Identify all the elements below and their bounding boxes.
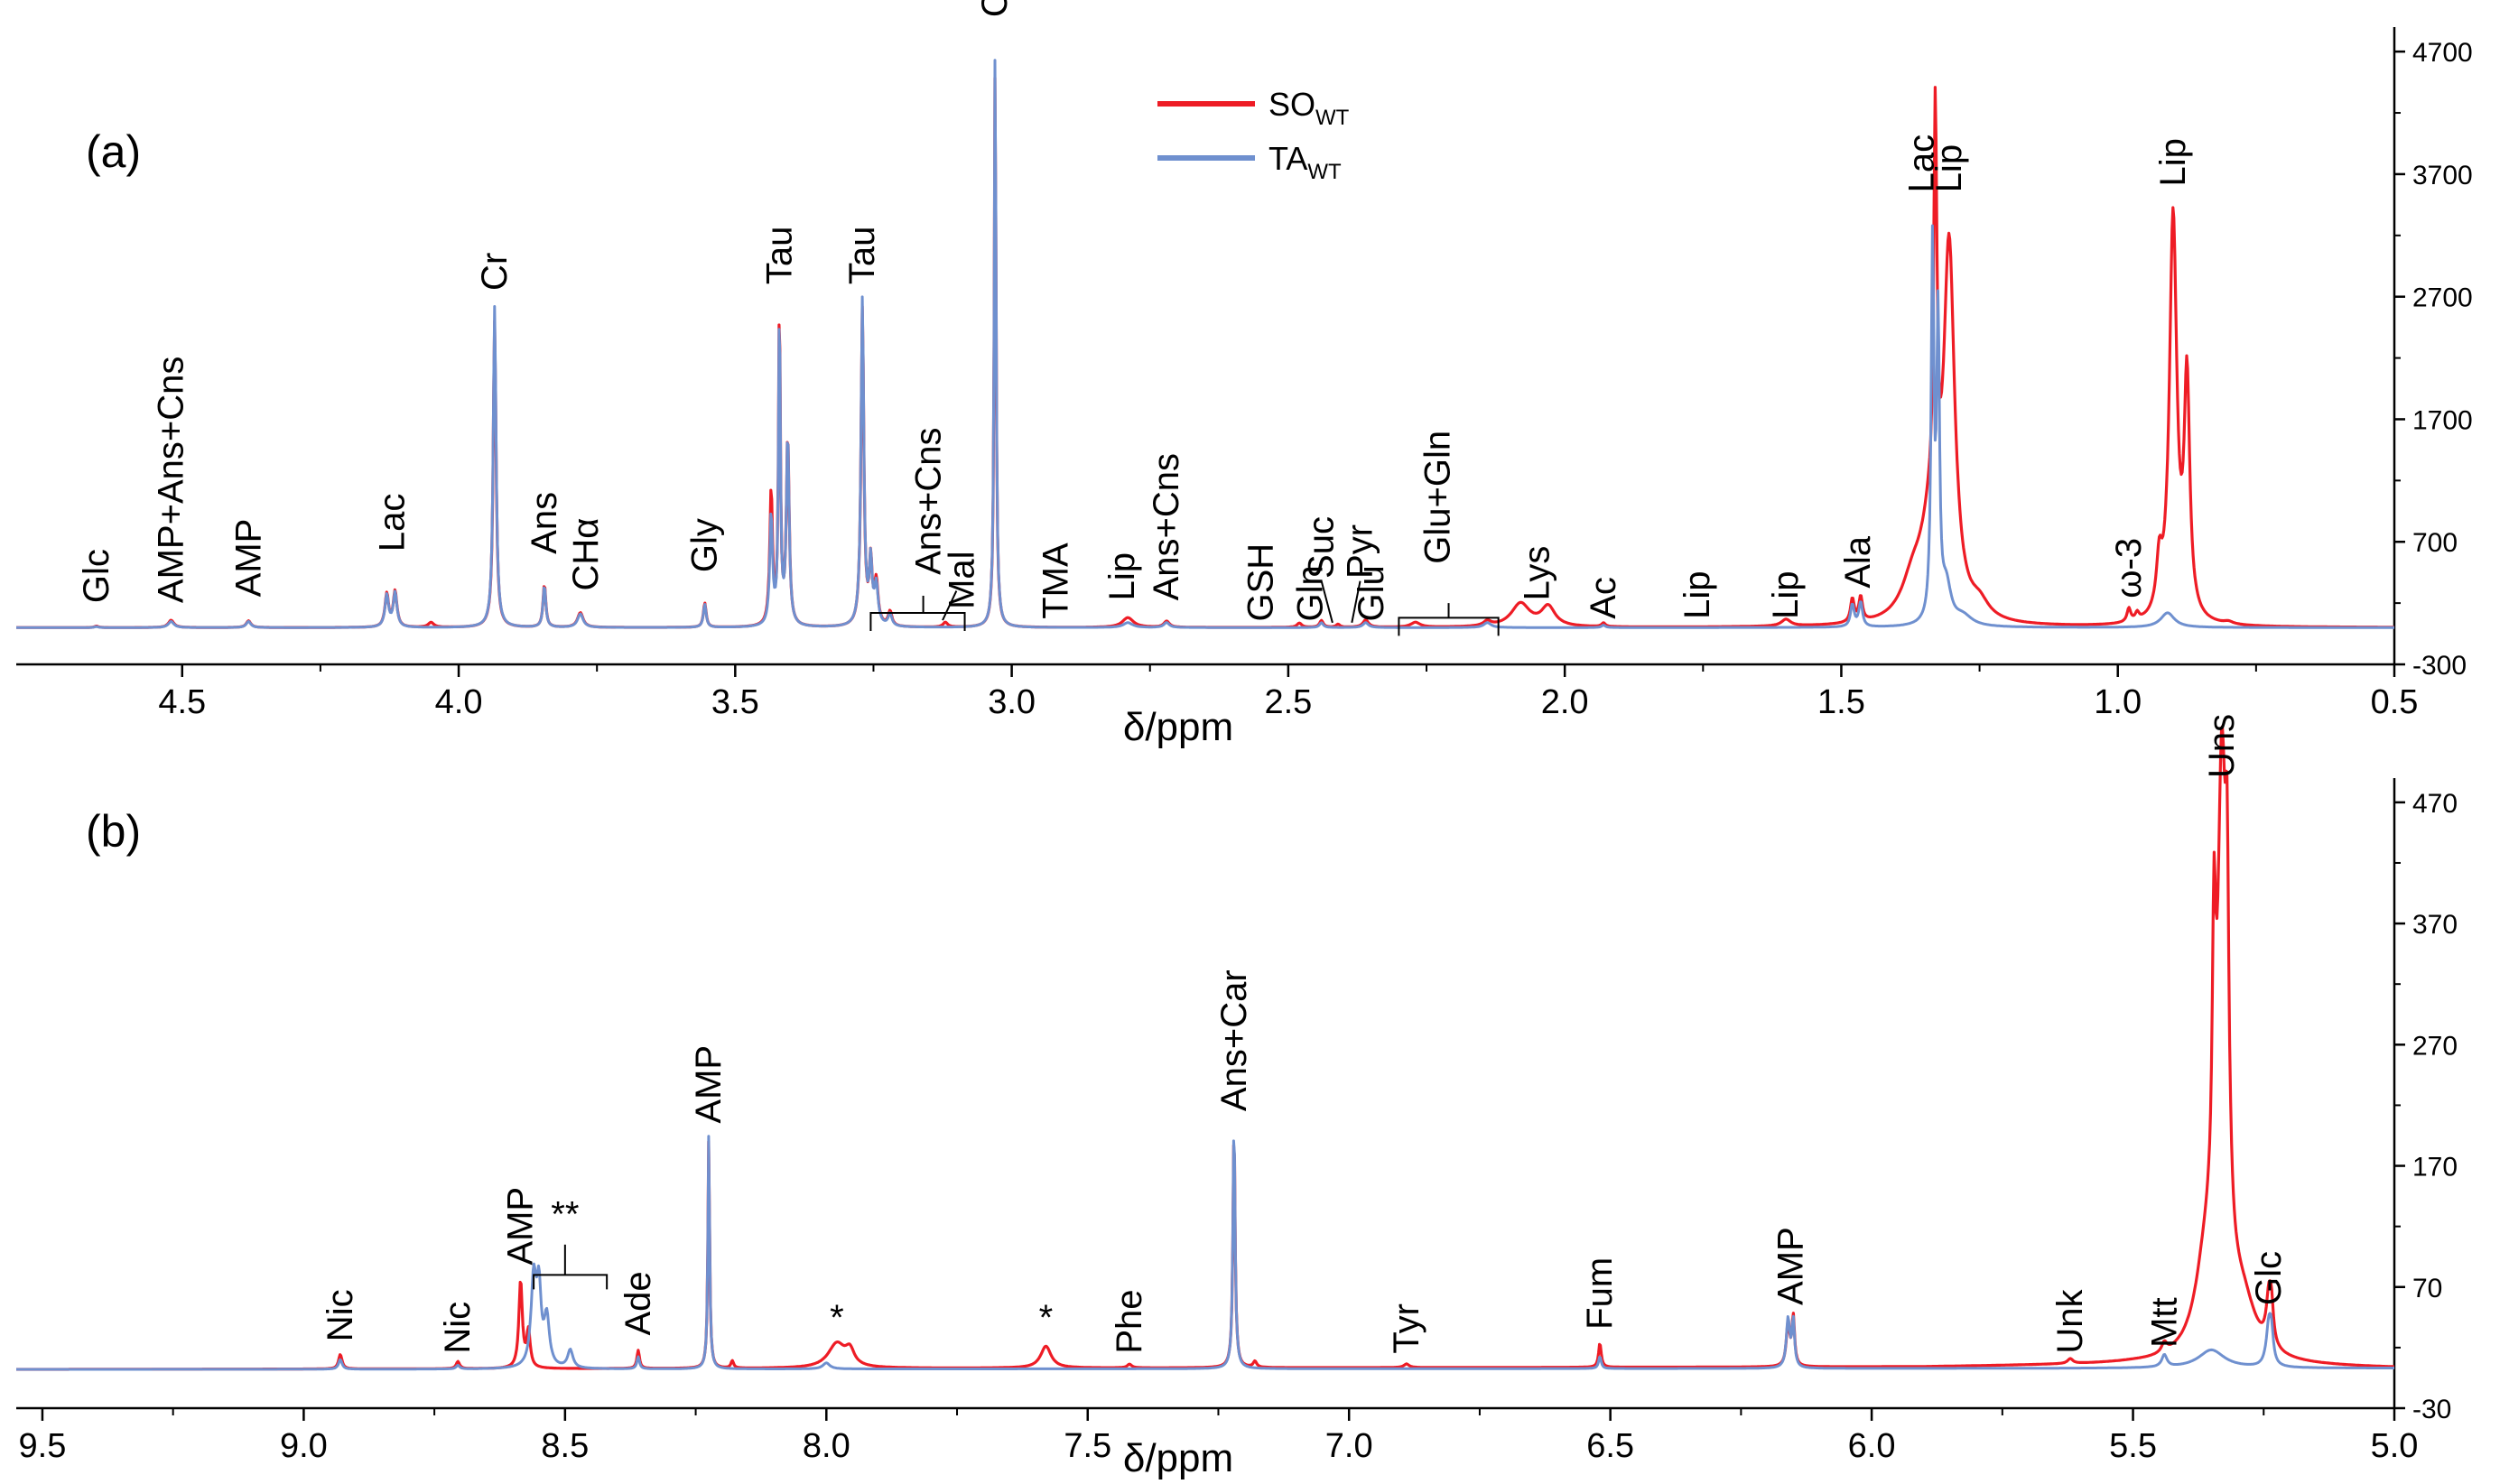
peak-label: Lip — [1102, 552, 1142, 600]
y-tick-label: -300 — [2412, 651, 2467, 681]
peak-label: Gly — [685, 518, 725, 572]
peak-label: CHα — [566, 518, 606, 591]
peak-label: Ans+Cns — [909, 427, 949, 574]
peak-label: Mal — [943, 551, 982, 608]
peak-label: Nic — [321, 1289, 360, 1341]
panel-label: (a) — [86, 126, 141, 177]
x-tick-label: 7.0 — [1325, 1427, 1373, 1465]
peak-label: Lac — [1901, 134, 1941, 193]
y-tick-label: -30 — [2412, 1395, 2451, 1424]
legend-label: TAWT — [1268, 140, 1342, 184]
y-tick-label: 4700 — [2412, 38, 2473, 68]
peak-label: Tau — [759, 227, 799, 285]
peak-label: GSH — [1241, 543, 1280, 622]
peak-label: Glu+Gln — [1417, 431, 1457, 564]
x-tick-label: 9.5 — [19, 1427, 67, 1465]
bracket — [1398, 617, 1500, 636]
x-tick-label: 7.5 — [1064, 1427, 1111, 1465]
peak-label: AMP — [501, 1187, 541, 1266]
panel-a-chart: 4.5 4.0 3.5 3.0 2.5 2.0 1.5 1.0 0.5-300 700 1700 27… — [15, 0, 2473, 749]
y-tick-label: 700 — [2412, 528, 2458, 558]
peak-label: Lip — [1766, 570, 1806, 618]
peak-label: Glc — [2249, 1251, 2289, 1305]
peak-label: AMP — [689, 1045, 729, 1124]
peak-label: Ans — [525, 492, 564, 554]
x-tick-label: 1.0 — [2094, 683, 2142, 721]
pointer-line — [942, 590, 958, 621]
pointer-line — [1320, 580, 1333, 624]
x-tick-label: 6.0 — [1848, 1427, 1896, 1465]
x-tick-label: 3.5 — [711, 683, 759, 721]
peak-label: Lac — [372, 494, 412, 552]
x-tick-label: 4.5 — [158, 683, 206, 721]
peak-label: Unk — [2050, 1288, 2090, 1353]
peak-label: Fum — [1580, 1257, 1620, 1330]
x-tick-label: 2.0 — [1541, 683, 1589, 721]
peak-label: Pyr — [1340, 524, 1380, 579]
peak-label: Cr — [975, 0, 1015, 17]
x-tick-label: 0.5 — [2371, 683, 2419, 721]
peak-label: Suc — [1302, 516, 1342, 579]
panel-label: (b) — [86, 806, 141, 857]
peak-label: Glc — [77, 549, 116, 603]
spectrum-line-sowt — [15, 725, 2395, 1371]
x-tick-label: 4.0 — [435, 683, 483, 721]
x-axis-title: δ/ppm — [1123, 705, 1233, 749]
peak-label: * — [1039, 1298, 1054, 1338]
peak-label: Ac — [1584, 577, 1623, 619]
y-tick-label: 3700 — [2412, 161, 2473, 190]
peak-label: Ans+Car — [1214, 969, 1254, 1111]
x-tick-label: 9.0 — [280, 1427, 328, 1465]
y-tick-label: 270 — [2412, 1031, 2458, 1061]
peak-label: Lip — [2153, 138, 2193, 186]
peak-label: Ans+Cns — [1147, 453, 1186, 600]
peak-label: Lip — [1677, 570, 1717, 618]
x-tick-label: 2.5 — [1264, 683, 1312, 721]
y-tick-label: 170 — [2412, 1153, 2458, 1183]
peak-label: Tyr — [1387, 1303, 1426, 1354]
x-tick-label: 5.0 — [2371, 1427, 2419, 1465]
peak-label: Mtt — [2144, 1297, 2184, 1348]
bracket — [869, 611, 966, 631]
panel-b-chart: 9.5 9.0 8.5 8.0 7.5 7.0 6.5 6.0 5.5 5.0 -30 70 170 27… — [15, 714, 2458, 1480]
pointer-line — [1351, 580, 1361, 624]
x-axis-title: δ/ppm — [1123, 1436, 1233, 1480]
x-tick-label: 5.5 — [2109, 1427, 2157, 1465]
peak-label: ** — [551, 1195, 579, 1235]
peak-label: Gln — [1290, 565, 1330, 621]
y-tick-label: 1700 — [2412, 405, 2473, 435]
peak-label: Phe — [1110, 1289, 1149, 1353]
peak-label: Lys — [1518, 546, 1557, 601]
peak-label: Nic — [438, 1302, 478, 1354]
y-tick-label: 470 — [2412, 789, 2458, 819]
peak-label: Tau — [842, 227, 882, 284]
peak-label: ω-3 — [2109, 538, 2149, 598]
x-tick-label: 6.5 — [1586, 1427, 1634, 1465]
peak-label: AMP — [228, 519, 268, 598]
x-tick-label: 1.5 — [1817, 683, 1865, 721]
y-tick-label: 370 — [2412, 910, 2458, 940]
peak-label: Ade — [618, 1271, 658, 1335]
peak-label: * — [830, 1298, 844, 1338]
spectrum-line-tawt — [15, 1135, 2395, 1371]
peak-label: Cr — [475, 253, 515, 291]
y-tick-label: 70 — [2412, 1274, 2442, 1303]
peak-label: Uns — [2202, 714, 2242, 778]
x-tick-label: 8.0 — [803, 1427, 850, 1465]
peak-label: Ala — [1838, 535, 1878, 589]
peak-label: TMA — [1036, 543, 1076, 619]
peak-label: Lip — [1929, 144, 1969, 192]
x-tick-label: 3.0 — [988, 683, 1036, 721]
peak-label: AMP+Ans+Cns — [152, 357, 191, 603]
spectrum-line-tawt — [15, 59, 2395, 629]
legend-label: SOWT — [1268, 86, 1350, 130]
y-tick-label: 2700 — [2412, 283, 2473, 313]
x-tick-label: 8.5 — [541, 1427, 589, 1465]
bracket — [533, 1274, 609, 1290]
peak-label: AMP — [1770, 1227, 1810, 1305]
